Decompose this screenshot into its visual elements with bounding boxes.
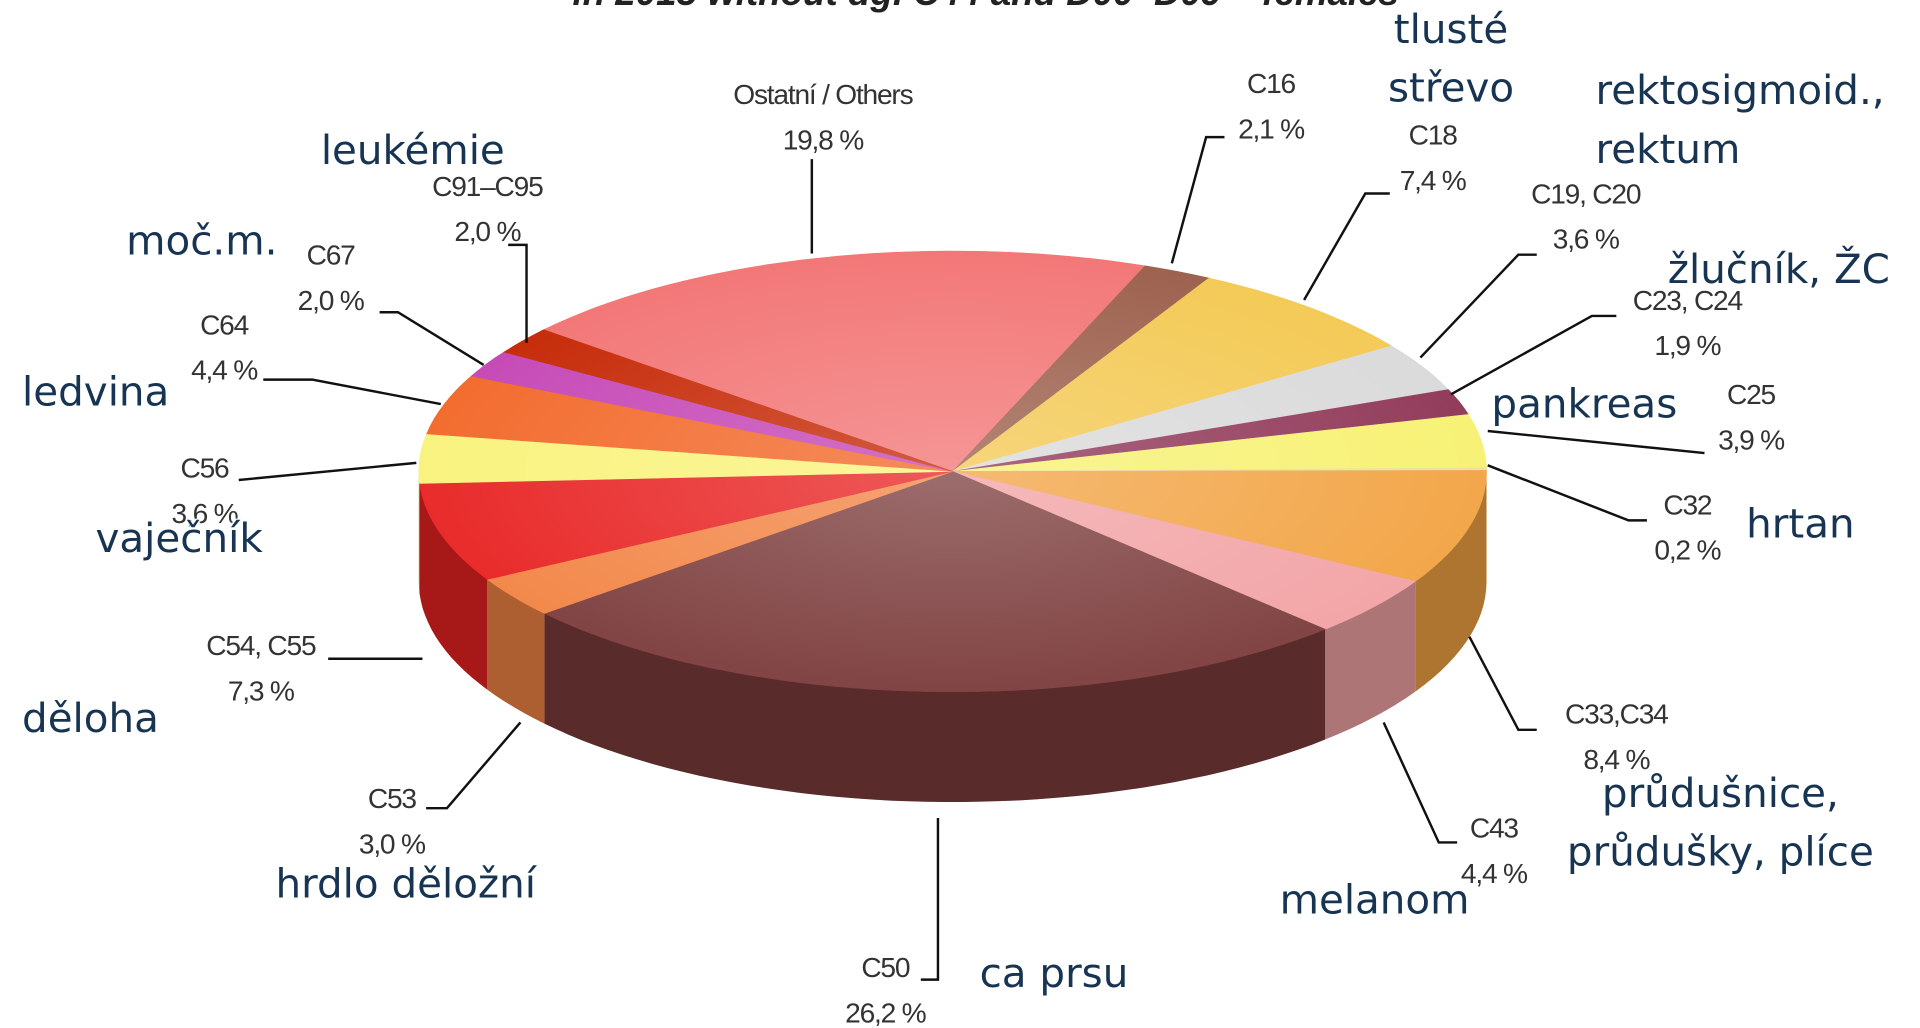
local-label: ca prsu — [979, 948, 1129, 997]
value-label: 2,1 % — [1238, 113, 1305, 144]
leader-line — [379, 311, 485, 366]
slice-label: C18 — [1409, 119, 1458, 150]
slice-label: C53 — [368, 783, 417, 814]
value-label: 3,0 % — [359, 828, 426, 859]
local-label: tlusté střevo — [1387, 4, 1515, 112]
leader-line — [1170, 135, 1225, 264]
leader-line — [1468, 636, 1537, 732]
value-label: 8,4 % — [1583, 744, 1650, 775]
pie-tops — [418, 250, 1487, 693]
slice-side-shade — [418, 471, 420, 594]
slice-label: C54, C55 — [206, 630, 316, 661]
leader-line — [508, 243, 528, 343]
value-label: 3,6 % — [172, 498, 239, 529]
leader-line — [920, 817, 940, 981]
leader-line — [1450, 314, 1617, 396]
slice-label: C33,C34 — [1565, 699, 1668, 730]
local-label: žlučník, ŽC — [1667, 244, 1890, 293]
local-label: rektosigmoid., rektum — [1595, 66, 1885, 173]
value-label: 2,0 % — [298, 285, 365, 316]
leader-line — [238, 461, 417, 482]
local-label: vaječník — [95, 514, 263, 563]
slice-label: C91–C95 — [432, 171, 543, 202]
slice-label: C67 — [307, 239, 356, 270]
slice-label: C19, C20 — [1531, 178, 1641, 209]
local-label: průdušnice, průdušky, plíce — [1566, 768, 1874, 876]
slice-label: C16 — [1247, 68, 1296, 99]
local-label: moč.m. — [126, 216, 278, 265]
value-label: 26,2 % — [845, 997, 927, 1027]
slice-label: C50 — [861, 952, 910, 983]
value-label: 4,4 % — [1461, 858, 1528, 889]
value-label: 7,3 % — [228, 675, 295, 706]
leader-line — [263, 378, 442, 406]
slice-label: C32 — [1663, 489, 1712, 520]
leader-line — [1382, 721, 1458, 844]
local-label: melanom — [1279, 875, 1470, 924]
value-label: 4,4 % — [191, 355, 258, 386]
chart-title: in 2015 without dg. C44 and D00–D09 – fe… — [572, 0, 1398, 13]
slice-label: C64 — [200, 309, 249, 340]
leader-line — [426, 721, 522, 810]
value-label: 2,0 % — [454, 216, 521, 247]
slice-label: C25 — [1727, 379, 1776, 410]
value-label: 3,9 % — [1718, 424, 1785, 455]
local-label: pankreas — [1491, 379, 1678, 428]
slice-side — [544, 613, 1326, 803]
value-label: 1,9 % — [1654, 330, 1721, 361]
slice-side-shade — [544, 613, 1326, 803]
leader-line — [1419, 253, 1537, 359]
value-label: 3,6 % — [1553, 224, 1620, 255]
local-label: hrtan — [1746, 499, 1855, 548]
slice-label: C23, C24 — [1633, 285, 1743, 316]
slice-label: Ostatní / Others — [733, 79, 913, 110]
value-label: 0,2 % — [1654, 535, 1721, 566]
local-label: leukémie — [320, 126, 505, 174]
value-label: 19,8 % — [783, 124, 865, 155]
value-label: 7,4 % — [1400, 165, 1467, 196]
leader-line — [1487, 429, 1705, 455]
local-label: hrdlo děložní — [275, 859, 536, 908]
local-label: ledvina — [22, 367, 170, 416]
leader-line — [1303, 192, 1390, 301]
local-label: děloha — [22, 694, 159, 743]
slice-label: C56 — [180, 453, 229, 484]
slice-label: C43 — [1470, 813, 1519, 844]
leader-line — [1487, 464, 1647, 522]
